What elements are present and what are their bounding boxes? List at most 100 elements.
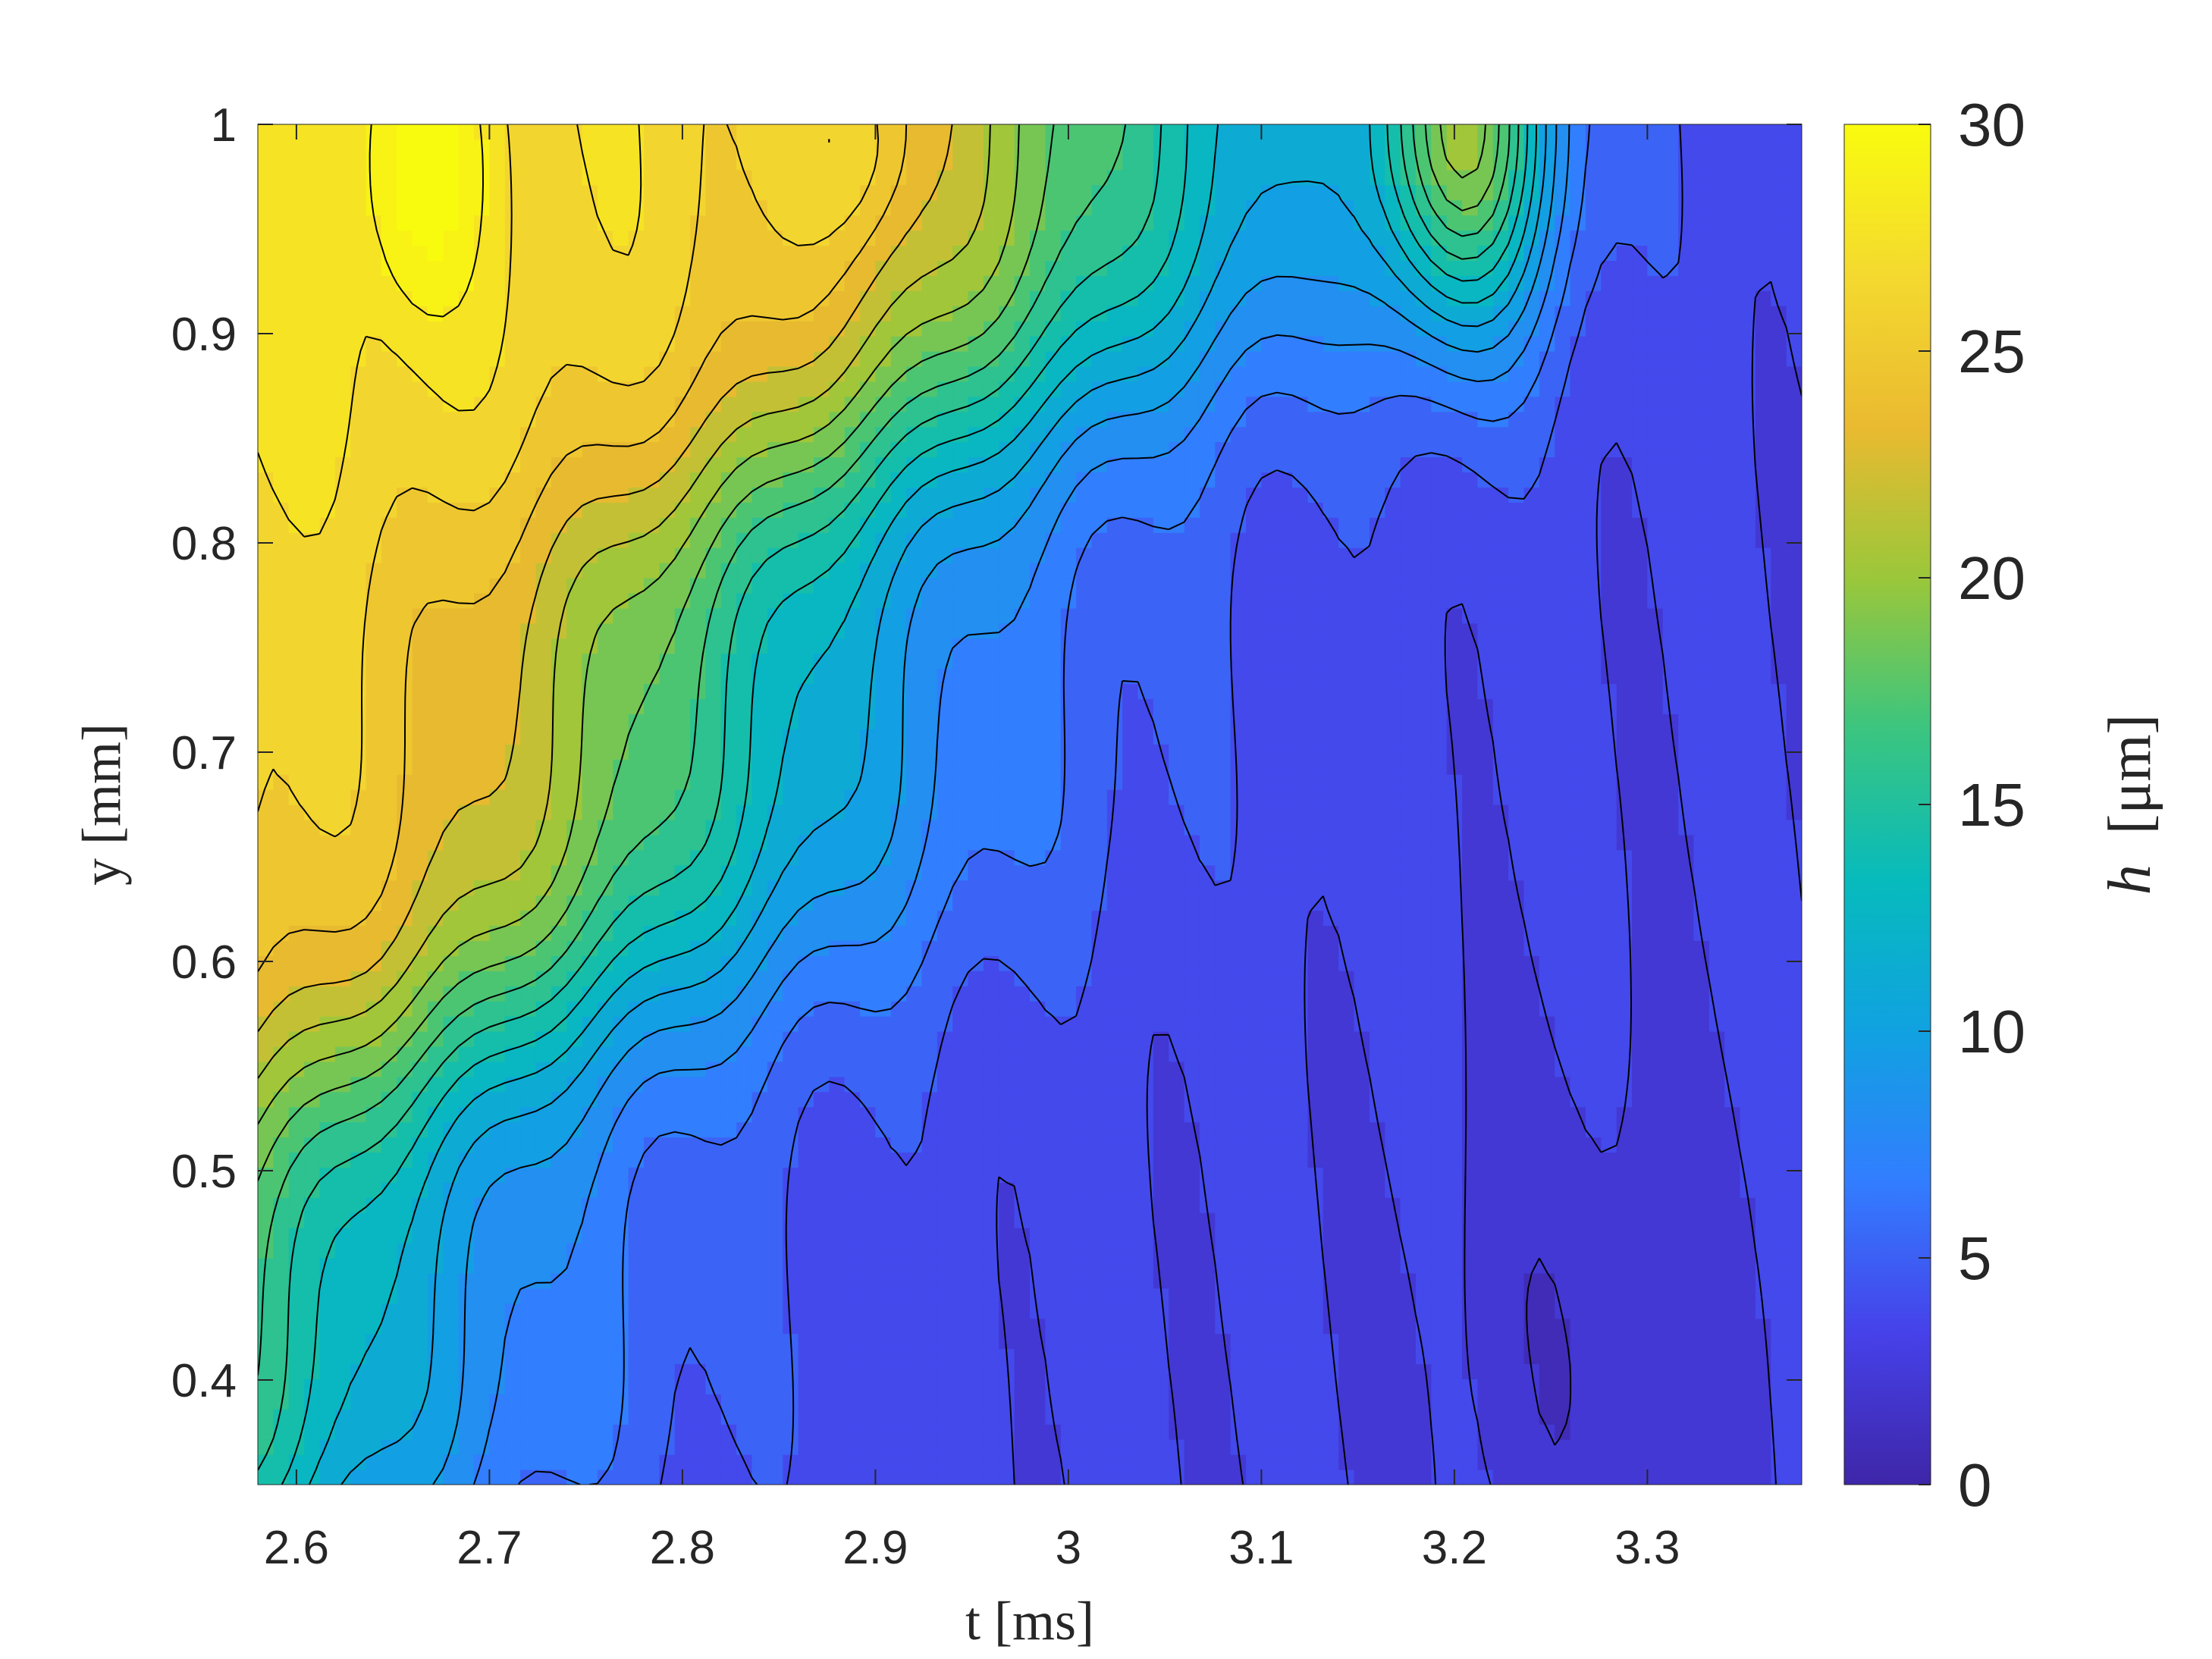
contour-cell <box>705 1076 722 1093</box>
contour-cell <box>1400 925 1417 941</box>
contour-cell <box>443 1333 460 1350</box>
contour-cell <box>1786 1046 1802 1062</box>
contour-cell <box>1740 925 1756 941</box>
contour-cell <box>1246 971 1262 986</box>
contour-cell <box>1215 1303 1232 1319</box>
contour-cell <box>1292 971 1309 986</box>
contour-cell <box>1246 1106 1262 1123</box>
contour-cell <box>1045 1243 1062 1259</box>
contour-cell <box>1492 940 1509 956</box>
contour-cell <box>844 1197 861 1213</box>
contour-cell <box>1184 955 1200 971</box>
contour-cell <box>1755 789 1771 805</box>
contour-cell <box>968 986 984 1002</box>
contour-cell <box>628 880 645 896</box>
contour-cell <box>659 1454 676 1470</box>
contour-cell <box>1076 1137 1093 1153</box>
contour-cell <box>397 774 413 790</box>
contour-cell <box>551 1469 567 1485</box>
contour-cell <box>1740 1318 1756 1334</box>
contour-cell <box>983 1303 999 1319</box>
contour-cell <box>520 1287 537 1304</box>
contour-cell <box>1662 1303 1679 1319</box>
contour-cell <box>1616 1318 1633 1334</box>
contour-cell <box>813 1212 830 1228</box>
contour-cell <box>1492 895 1509 911</box>
contour-cell <box>334 1031 351 1047</box>
contour-cell <box>1601 1333 1617 1350</box>
contour-cell <box>1091 971 1108 986</box>
contour-cell <box>1261 1363 1278 1380</box>
contour-cell <box>1786 1469 1802 1485</box>
contour-cell <box>705 925 722 941</box>
contour-cell <box>520 986 537 1002</box>
contour-cell <box>890 940 907 956</box>
contour-cell <box>1431 1424 1448 1440</box>
contour-cell <box>628 789 645 805</box>
contour-cell <box>1555 1454 1571 1470</box>
contour-cell <box>1523 1091 1540 1108</box>
contour-cell <box>1215 1182 1232 1198</box>
contour-cell <box>1030 1287 1046 1304</box>
contour-cell <box>613 759 629 775</box>
contour-cell <box>813 759 830 775</box>
contour-cell <box>381 1424 397 1440</box>
contour-cell <box>767 834 783 851</box>
contour-cell <box>504 1076 521 1093</box>
contour-cell <box>999 940 1015 956</box>
contour-cell <box>890 1031 907 1047</box>
contour-cell <box>288 925 305 941</box>
contour-cell <box>1169 864 1185 881</box>
contour-cell <box>1786 789 1802 805</box>
contour-cell <box>875 1439 892 1455</box>
contour-cell <box>1555 819 1571 836</box>
contour-cell <box>1771 955 1787 971</box>
contour-cell <box>1106 1378 1123 1394</box>
contour-cell <box>1307 910 1324 927</box>
contour-cell <box>1014 940 1031 956</box>
contour-cell <box>844 1016 861 1032</box>
contour-cell <box>783 774 799 790</box>
contour-cell <box>1184 1409 1200 1425</box>
contour-cell <box>535 1076 552 1093</box>
contour-cell <box>1184 1167 1200 1183</box>
contour-cell <box>458 1016 475 1032</box>
contour-cell <box>474 804 490 820</box>
contour-cell <box>644 1258 660 1274</box>
contour-cell <box>304 910 321 927</box>
contour-cell <box>412 1394 428 1410</box>
contour-cell <box>705 1363 722 1380</box>
contour-cell <box>1091 789 1108 805</box>
contour-cell <box>690 1121 707 1138</box>
contour-cell <box>1322 1167 1339 1183</box>
contour-cell <box>1662 1424 1679 1440</box>
contour-cell <box>1477 1424 1494 1440</box>
contour-cell <box>1740 1439 1756 1455</box>
contour-cell <box>1246 895 1262 911</box>
contour-cell <box>921 1212 938 1228</box>
contour-cell <box>273 729 290 745</box>
contour-cell <box>1771 1121 1787 1138</box>
contour-cell <box>1184 910 1200 927</box>
contour-cell <box>273 1061 290 1077</box>
contour-cell <box>1662 1167 1679 1183</box>
contour-cell <box>412 1167 428 1183</box>
contour-cell <box>736 1091 753 1108</box>
contour-cell <box>1508 1333 1525 1350</box>
contour-cell <box>1199 1378 1216 1394</box>
contour-cell <box>258 1001 274 1017</box>
contour-cell <box>644 1439 660 1455</box>
contour-cell <box>1400 1348 1417 1365</box>
contour-cell <box>613 1318 629 1334</box>
contour-cell <box>1446 1258 1463 1274</box>
contour-cell <box>1570 895 1586 911</box>
contour-cell <box>458 910 475 927</box>
contour-cell <box>381 925 397 941</box>
contour-cell <box>350 925 367 941</box>
contour-cell <box>1060 1121 1077 1138</box>
contour-cell <box>1477 986 1494 1002</box>
contour-cell <box>1045 819 1062 836</box>
contour-cell <box>921 1016 938 1032</box>
contour-cell <box>1477 1061 1494 1077</box>
contour-cell <box>350 1212 367 1228</box>
